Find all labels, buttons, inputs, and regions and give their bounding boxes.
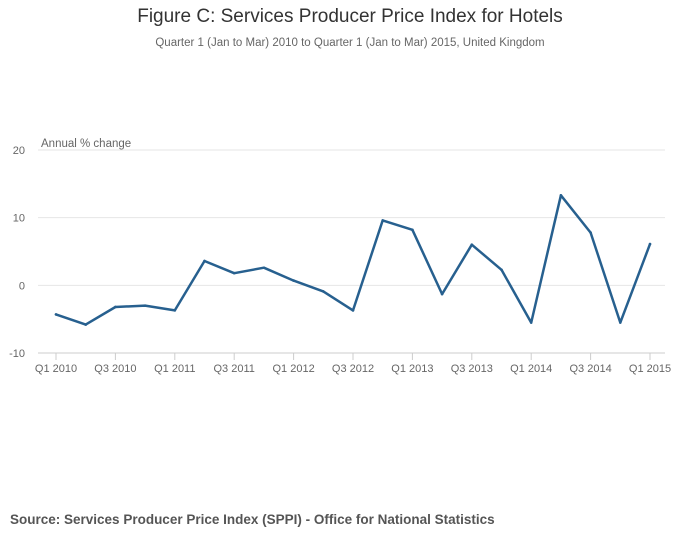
data-point — [114, 305, 117, 309]
data-point — [292, 279, 295, 282]
data-point — [262, 266, 266, 270]
data-point — [203, 259, 206, 263]
data-point — [411, 228, 414, 232]
data-point — [322, 290, 325, 293]
data-point — [173, 309, 177, 312]
x-tick-label: Q1 2010 — [35, 363, 77, 375]
x-tick-label: Q1 2014 — [510, 363, 552, 375]
data-point — [470, 243, 474, 247]
data-point — [54, 313, 58, 316]
source-note: Source: Services Producer Price Index (S… — [10, 512, 495, 527]
chart-subtitle: Quarter 1 (Jan to Mar) 2010 to Quarter 1… — [155, 37, 545, 49]
x-tick-label: Q1 2011 — [154, 363, 195, 375]
x-tick-label: Q3 2014 — [569, 363, 611, 375]
data-point — [648, 242, 652, 246]
data-point — [529, 321, 533, 324]
data-point — [559, 194, 563, 197]
x-tick-label: Q1 2012 — [272, 363, 314, 375]
data-point — [351, 309, 355, 312]
x-tick-label: Q3 2010 — [94, 363, 136, 375]
y-axis-title: Annual % change — [41, 138, 131, 150]
y-tick-label: 20 — [13, 145, 25, 157]
data-point — [589, 231, 592, 234]
data-point — [84, 323, 87, 326]
x-tick-label: Q3 2011 — [214, 363, 255, 375]
data-point — [619, 321, 622, 324]
x-tick-label: Q1 2015 — [629, 363, 671, 375]
x-tick-label: Q1 2013 — [391, 363, 433, 375]
x-tick-label: Q3 2012 — [332, 363, 374, 375]
data-point — [381, 219, 385, 222]
x-tick-label: Q3 2013 — [451, 363, 493, 375]
data-point — [440, 292, 444, 296]
axes: -10 0 10 20 Q1 2010 Q3 2010 Q1 2011 Q3 2011 Q1 2… — [9, 138, 671, 375]
y-tick-label: 0 — [19, 280, 25, 292]
gridlines — [38, 149, 665, 286]
data-point — [143, 304, 147, 307]
y-tick-label: -10 — [9, 348, 25, 360]
data-point — [232, 271, 236, 275]
y-tick-label: 10 — [13, 213, 25, 225]
chart-title: Figure C: Services Producer Price Index … — [137, 6, 563, 27]
series-layer — [54, 194, 652, 326]
data-point — [500, 268, 503, 272]
